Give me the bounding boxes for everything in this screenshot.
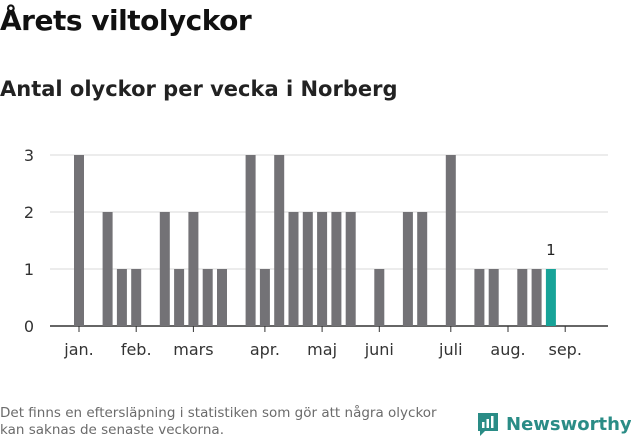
x-tick-label: jan. (63, 340, 93, 359)
brand-logo: Newsworthy (476, 410, 631, 438)
bar (474, 269, 485, 326)
x-tick-label: sep. (548, 340, 581, 359)
brand-name: Newsworthy (506, 413, 631, 435)
bar (445, 155, 456, 326)
bar (202, 269, 213, 326)
bar (259, 269, 270, 326)
bar (302, 212, 313, 326)
bar (531, 269, 542, 326)
bar (288, 212, 299, 326)
bar (374, 269, 385, 326)
bar (317, 212, 328, 326)
footnote: Det finns en eftersläpning i statistiken… (0, 405, 437, 438)
bar (274, 155, 285, 326)
bar (402, 212, 413, 326)
bar (217, 269, 227, 326)
bar (245, 155, 256, 326)
x-tick-label: aug. (490, 340, 525, 359)
y-tick-label: 2 (24, 203, 34, 222)
y-tick-label: 0 (24, 317, 34, 336)
bar (331, 212, 342, 326)
chart-title: Årets viltolyckor (0, 4, 252, 37)
last-value-label: 1 (546, 241, 556, 259)
bar (74, 155, 84, 326)
bar (417, 212, 428, 326)
bar (116, 269, 127, 326)
x-tick-label: juni (364, 340, 394, 359)
x-tick-label: apr. (250, 340, 280, 359)
newsworthy-logo-icon (478, 413, 498, 436)
x-tick-label: maj (307, 340, 337, 359)
bar (345, 212, 356, 326)
bar (488, 269, 499, 326)
x-tick-label: feb. (121, 340, 152, 359)
bar-chart: 0 1 2 3 1 jan. feb. mars apr. maj juni juli aug. sep. (24, 146, 608, 359)
x-tick-label: juli (438, 340, 462, 359)
x-tick-label: mars (173, 340, 213, 359)
y-tick-label: 3 (24, 146, 34, 165)
bar (174, 269, 185, 326)
bar (159, 212, 170, 326)
bar (517, 269, 528, 326)
bar (188, 212, 199, 326)
bar-current-week (545, 269, 556, 326)
bar (131, 269, 142, 326)
y-tick-label: 1 (24, 260, 34, 279)
chart-subtitle: Antal olyckor per vecka i Norberg (0, 77, 398, 101)
bar (102, 212, 113, 326)
